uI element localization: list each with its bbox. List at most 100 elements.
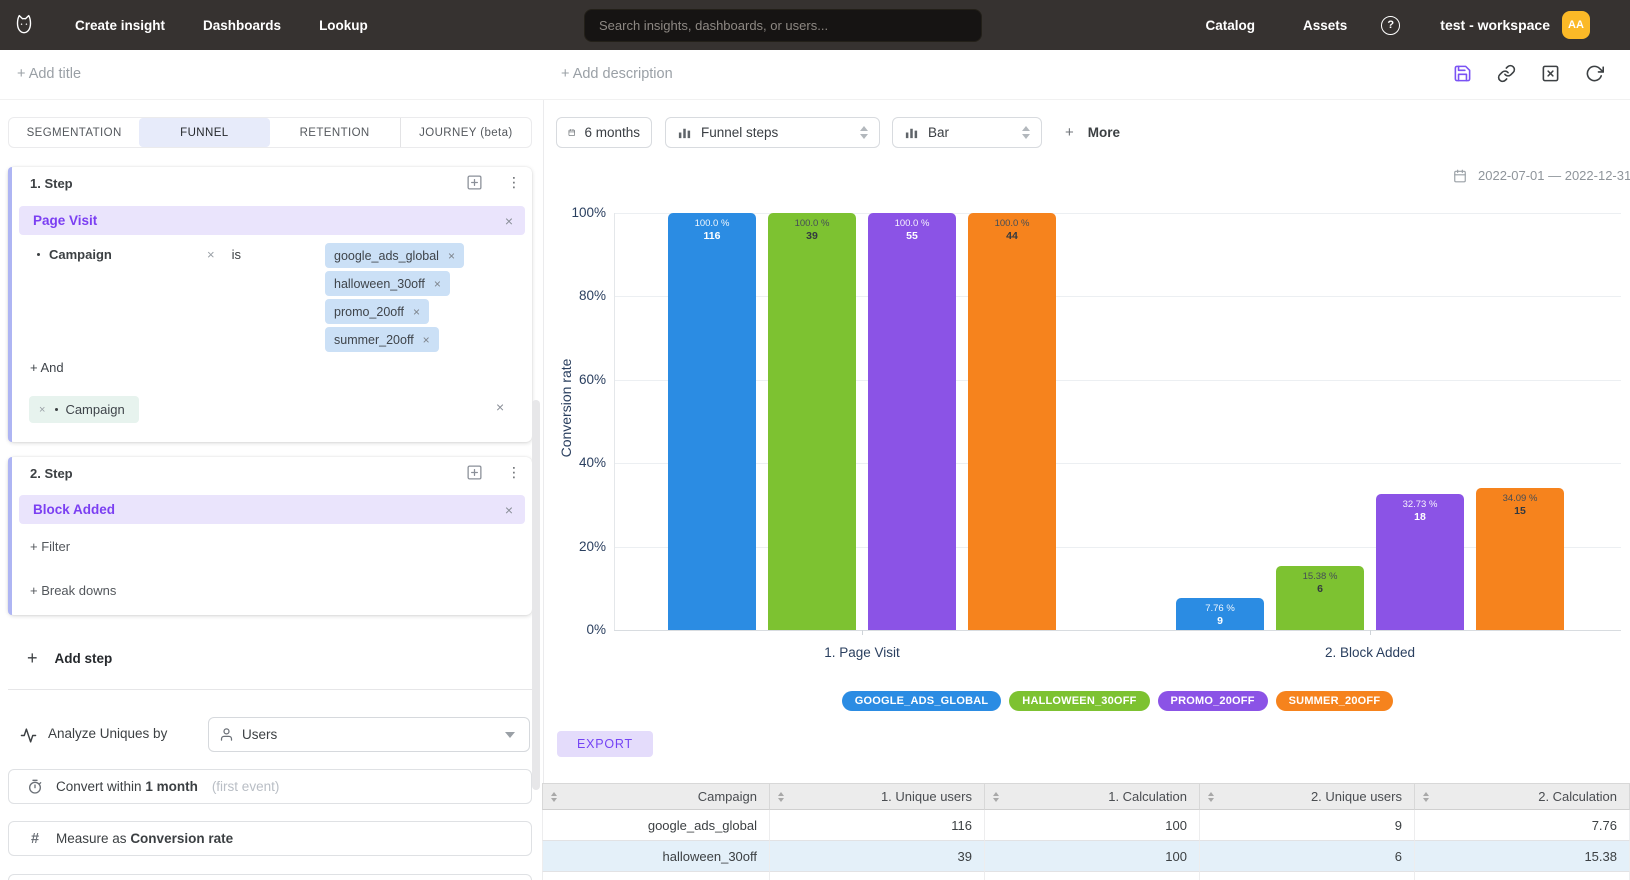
analysis-type-tabs: SEGMENTATION FUNNEL RETENTION JOURNEY (b… [8,117,532,148]
tab-segmentation[interactable]: SEGMENTATION [26,126,122,139]
save-button[interactable] [1452,63,1472,83]
table-cell: 15.38 [1415,841,1630,872]
copy-link-button[interactable] [1496,63,1516,83]
remove-value-icon[interactable]: × [433,276,441,291]
add-step-button[interactable]: + Add step [27,648,112,669]
table-header-cell[interactable]: 2. Unique users [1200,783,1415,810]
remove-pending-row-icon[interactable]: × [496,399,505,415]
help-icon[interactable]: ? [1381,15,1401,35]
remove-value-icon[interactable]: × [412,304,420,319]
table-header-cell[interactable]: Campaign [542,783,770,810]
more-options-button[interactable]: + More [1065,117,1120,148]
sort-icon [551,791,557,802]
table-header-cell[interactable]: 1. Unique users [770,783,985,810]
nav-item-catalog[interactable]: Catalog [1205,17,1255,33]
legend-item[interactable]: SUMMER_20OFF [1275,691,1394,711]
y-axis-line [614,213,615,630]
x-axis-category-label: 2. Block Added [1324,645,1416,660]
duplicate-step-icon[interactable] [466,174,483,191]
bar-value-label: 100.0 % [994,218,1030,229]
bar-count-label: 44 [1006,230,1018,242]
tab-retention[interactable]: RETENTION [299,126,370,139]
hash-icon: # [30,830,40,847]
add-breakdown-button[interactable]: + Break downs [30,583,117,598]
nav-item-assets[interactable]: Assets [1303,17,1348,33]
remove-event-icon[interactable]: × [504,212,513,229]
funnel-bar[interactable]: 100.0 % 55 [868,213,956,630]
table-header-cell[interactable]: 1. Calculation [985,783,1200,810]
step-menu-icon[interactable]: ⋮ [507,464,521,480]
chart-gridline [614,379,1621,381]
legend-item[interactable]: PROMO_20OFF [1157,691,1268,711]
nav-item-lookup[interactable]: Lookup [319,17,368,33]
chart-type-select[interactable]: Bar [892,117,1042,148]
more-label: More [1087,125,1121,140]
date-range-stamp[interactable]: 2022-07-01 — 2022-12-31 [1453,168,1630,183]
app-logo-icon[interactable] [11,12,37,38]
next-control-partial[interactable] [8,874,532,880]
measure-as-control[interactable]: # Measure as Conversion rate [8,821,532,856]
funnel-bar[interactable]: 32.73 % 18 [1376,493,1464,630]
bullet-icon [55,408,59,411]
filter-value-tag[interactable]: summer_20off × [325,327,439,352]
table-cell [1415,872,1630,880]
uniques-entity-select[interactable]: Users [208,717,530,752]
funnel-bar[interactable]: 100.0 % 39 [768,213,856,630]
filter-property[interactable]: Campaign [49,247,112,262]
funnel-bar[interactable]: 100.0 % 44 [968,213,1056,630]
global-search-input[interactable] [584,9,982,42]
pending-filter-chip[interactable]: × Campaign [29,396,139,423]
filter-value-tag[interactable]: google_ads_global × [325,243,464,268]
workspace-menu[interactable]: test - workspace [1440,17,1550,33]
remove-pending-filter-icon[interactable]: × [39,403,46,416]
filter-value-tag[interactable]: halloween_30off × [325,271,450,296]
filter-value-tag[interactable]: promo_20off × [325,299,429,324]
add-filter-button[interactable]: + Filter [30,539,71,554]
legend-item[interactable]: GOOGLE_ADS_GLOBAL [841,691,1002,711]
date-range-value: 6 months [584,125,640,140]
table-cell: 7.76 [1415,810,1630,841]
export-button[interactable]: EXPORT [557,731,653,757]
filter-operator[interactable]: is [231,247,241,262]
step-1-event[interactable]: Page Visit × [19,206,525,235]
bar-value-label: 15.38 % [1302,570,1338,582]
column-title: 2. Unique users [1310,789,1402,804]
breakdown-select[interactable]: Funnel steps [665,117,880,148]
convert-window-control[interactable]: Convert within 1 month (first event) [8,769,532,804]
funnel-bar[interactable]: 100.0 % 116 [668,213,756,630]
date-range-button[interactable]: 6 months [556,117,652,148]
remove-filter-icon[interactable]: × [207,247,215,262]
avatar[interactable]: AA [1562,11,1590,39]
step-menu-icon[interactable]: ⋮ [507,174,521,190]
refresh-button[interactable] [1584,63,1604,83]
event-name: Page Visit [33,213,98,228]
nav-item-dashboards[interactable]: Dashboards [203,17,282,33]
duplicate-step-icon[interactable] [466,464,483,481]
table-header-cell[interactable]: 2. Calculation [1415,783,1630,810]
nav-item-create-insight[interactable]: Create insight [75,17,166,33]
add-condition-button[interactable]: + And [30,360,64,375]
tab-funnel[interactable]: FUNNEL [139,118,270,147]
chart-gridline [614,463,1621,465]
funnel-bar[interactable]: 7.76 % 9 [1176,597,1264,630]
save-icon [1454,65,1470,81]
add-description-field[interactable]: + Add description [561,66,673,82]
remove-value-icon[interactable]: × [447,248,455,263]
funnel-bar[interactable]: 34.09 % 15 [1476,487,1564,630]
add-title-field[interactable]: + Add title [17,66,82,82]
bar-value-label: 32.73 % [1402,498,1438,510]
column-title: 1. Calculation [1108,789,1187,804]
left-panel-scrollbar[interactable] [532,400,540,790]
filter-values: google_ads_global × halloween_30off × promo_… [325,243,464,352]
bar-value-label: 100.0 % [794,218,830,229]
funnel-bar[interactable]: 15.38 % 6 [1276,565,1364,630]
legend-item[interactable]: HALLOWEEN_30OFF [1009,691,1150,711]
step-2-event[interactable]: Block Added × [19,495,525,524]
clear-button[interactable] [1540,63,1560,83]
step-accent-stripe [8,167,12,442]
tab-journey[interactable]: JOURNEY (beta) [399,118,531,147]
top-nav: Create insight Dashboards Lookup Catalog… [0,0,1630,50]
remove-event-icon[interactable]: × [504,501,513,518]
remove-value-icon[interactable]: × [422,332,430,347]
convert-hint: (first event) [211,779,280,794]
